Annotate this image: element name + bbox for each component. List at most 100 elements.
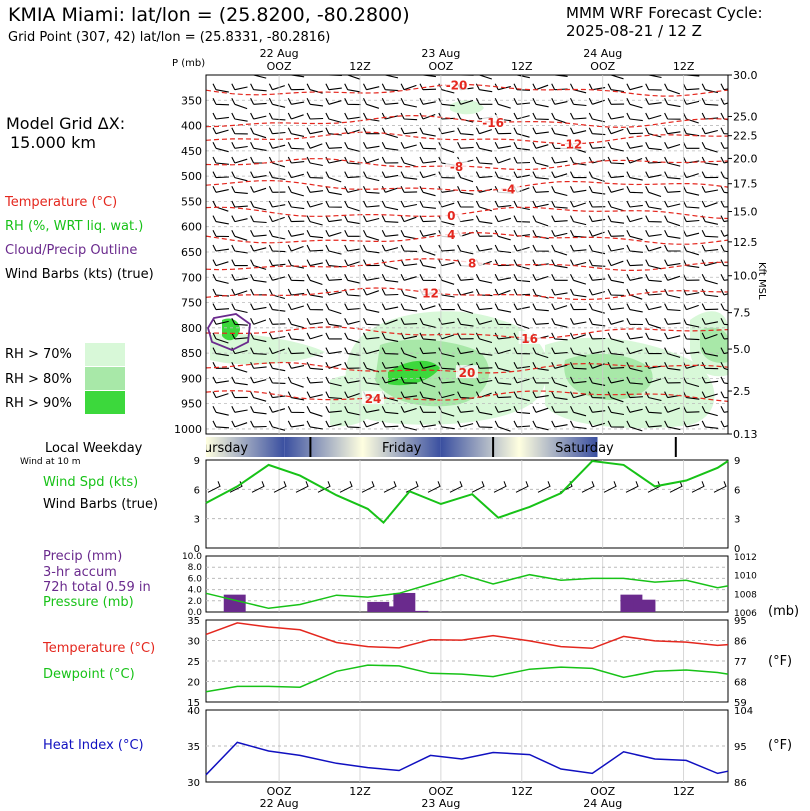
pressure-tick-label: 800 — [181, 322, 202, 335]
date-label-top: 22 Aug — [260, 47, 299, 60]
wind-barb — [419, 230, 436, 237]
height-tick-label: 20.0 — [733, 152, 758, 165]
wind-barb — [381, 127, 398, 139]
wind-barb — [664, 200, 681, 208]
wind-barb — [494, 288, 511, 296]
pressure-label: Pressure (mb) — [43, 595, 134, 610]
temperature-contour — [206, 326, 728, 339]
wind-barb — [419, 303, 436, 311]
wind-barb — [231, 215, 248, 223]
wind-barb — [212, 332, 229, 344]
wind-barb — [607, 200, 624, 212]
wind-barb — [645, 332, 662, 342]
wind-barb — [720, 186, 728, 194]
wind-barb — [570, 362, 587, 370]
wind-tick-right: 9 — [734, 456, 740, 467]
wind-barb — [250, 156, 267, 164]
wind-barb — [701, 200, 718, 208]
precip-tick: 8.0 — [188, 563, 203, 573]
wind-barb — [381, 98, 399, 105]
temperature-contour — [206, 158, 728, 171]
wind-barb — [513, 98, 531, 105]
wind-barb — [551, 112, 568, 124]
wind-barb — [268, 200, 286, 208]
surface-wind-barb — [207, 481, 221, 493]
wind-barb — [250, 259, 267, 270]
wind-barb — [551, 215, 568, 223]
wind-barb — [497, 75, 505, 76]
wind-panel-frame — [205, 459, 729, 549]
wind-barb — [475, 420, 493, 428]
wind-barb — [494, 244, 512, 254]
wind-barb — [645, 274, 662, 282]
wind-barb — [306, 127, 323, 135]
heat-index-label: Heat Index (°C) — [43, 738, 144, 753]
contour-label-bg — [482, 114, 505, 128]
surface-wind-barb — [581, 481, 595, 493]
wind-barb — [645, 171, 662, 179]
wind-barb — [494, 420, 511, 432]
wind-tick-left: 3 — [194, 515, 200, 526]
wind-barb — [720, 200, 728, 208]
wind-barb — [231, 420, 248, 428]
wind-barb — [626, 98, 643, 109]
contour-label-bg — [362, 391, 385, 405]
wind-barb — [513, 376, 530, 384]
wind-barb — [381, 347, 399, 355]
wind-barb — [645, 98, 662, 105]
wind-barb — [494, 347, 511, 355]
precip-bar — [223, 594, 246, 612]
wind-barb — [513, 215, 531, 223]
wind-barb — [457, 318, 474, 327]
precip-tick: 0.0 — [188, 608, 203, 618]
wind-barb — [570, 200, 586, 208]
wind-barb — [701, 171, 719, 179]
wind-barb — [626, 303, 643, 313]
wind-barb — [400, 200, 418, 208]
surface-wind-barb — [515, 481, 529, 493]
wind-speed-line — [205, 459, 729, 525]
wind-barb — [459, 75, 474, 76]
wind-barb — [287, 127, 305, 137]
wind-barb — [682, 288, 700, 296]
wind-barb — [457, 406, 474, 413]
wind-barb — [212, 274, 229, 284]
temperature-contour-label: 16 — [521, 332, 538, 346]
wind-barb — [513, 318, 530, 330]
wind-barb — [513, 156, 531, 164]
temp-tick-left: 20 — [187, 678, 200, 689]
wind-barb — [532, 318, 549, 325]
wind-barb — [344, 98, 361, 106]
wind-height-note: Wind at 10 m — [20, 457, 81, 467]
wind-barb — [494, 303, 512, 313]
wind-barb — [306, 215, 323, 226]
wind-barb — [268, 215, 285, 223]
contour-label-bg — [456, 365, 478, 379]
wind-barb — [268, 303, 286, 312]
wind-barb — [664, 244, 681, 252]
wind-barb — [419, 98, 436, 105]
wind-barb — [532, 274, 549, 281]
wind-barb — [212, 142, 229, 153]
wind-barb — [419, 186, 436, 197]
wind-barb — [363, 200, 380, 208]
precip-panel-frame — [205, 555, 729, 613]
legend-wind-barbs: Wind Barbs (kts) (true) — [5, 267, 154, 282]
contour-label-bg — [419, 285, 442, 299]
wind-barb — [212, 406, 229, 416]
forecast-cycle-value: 2025-08-21 / 12 Z — [566, 22, 702, 40]
wind-barb — [720, 142, 728, 149]
wind-barb — [400, 230, 418, 240]
wind-barb — [344, 391, 361, 399]
wind-barb — [381, 142, 399, 151]
wind-barb — [513, 362, 530, 369]
surface-wind-barb — [669, 481, 683, 493]
pressure-tick-label: 400 — [181, 120, 202, 133]
wind-barb — [551, 200, 568, 209]
wind-barb — [626, 215, 643, 223]
wind-barb — [720, 127, 728, 135]
wind-barb — [513, 127, 530, 138]
wind-barb — [513, 391, 530, 402]
wind-barb — [287, 288, 305, 296]
wind-barb — [212, 230, 230, 238]
